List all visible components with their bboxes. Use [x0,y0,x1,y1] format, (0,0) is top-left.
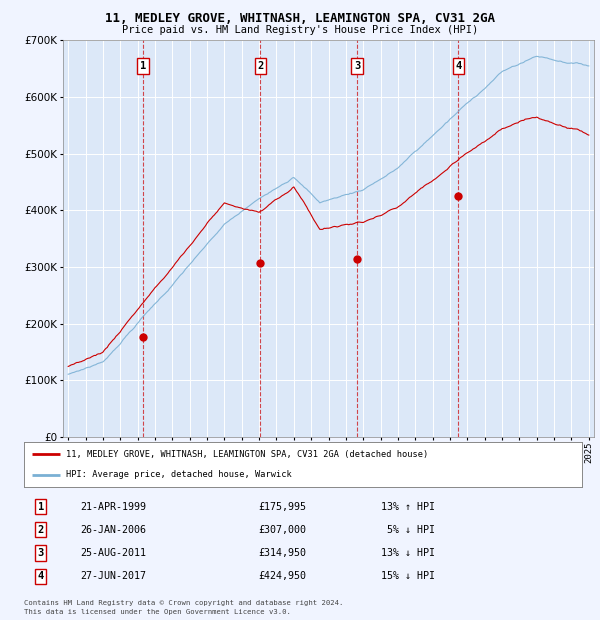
Text: HPI: Average price, detached house, Warwick: HPI: Average price, detached house, Warw… [66,470,292,479]
Text: 2: 2 [38,525,44,535]
Text: 3: 3 [354,61,360,71]
Text: 5% ↓ HPI: 5% ↓ HPI [381,525,435,535]
Text: 11, MEDLEY GROVE, WHITNASH, LEAMINGTON SPA, CV31 2GA (detached house): 11, MEDLEY GROVE, WHITNASH, LEAMINGTON S… [66,450,428,459]
Text: £307,000: £307,000 [259,525,307,535]
Text: 21-APR-1999: 21-APR-1999 [80,502,146,512]
Text: 1: 1 [140,61,146,71]
Text: £175,995: £175,995 [259,502,307,512]
Text: 15% ↓ HPI: 15% ↓ HPI [381,571,435,581]
Text: £314,950: £314,950 [259,548,307,558]
Text: Price paid vs. HM Land Registry's House Price Index (HPI): Price paid vs. HM Land Registry's House … [122,25,478,35]
Text: £424,950: £424,950 [259,571,307,581]
Text: 13% ↑ HPI: 13% ↑ HPI [381,502,435,512]
Text: 4: 4 [38,571,44,581]
Text: 1: 1 [38,502,44,512]
Text: 3: 3 [38,548,44,558]
Text: 25-AUG-2011: 25-AUG-2011 [80,548,146,558]
Text: 27-JUN-2017: 27-JUN-2017 [80,571,146,581]
Text: 4: 4 [455,61,461,71]
Text: 2: 2 [257,61,263,71]
Text: This data is licensed under the Open Government Licence v3.0.: This data is licensed under the Open Gov… [24,609,291,615]
Text: 26-JAN-2006: 26-JAN-2006 [80,525,146,535]
Text: 11, MEDLEY GROVE, WHITNASH, LEAMINGTON SPA, CV31 2GA: 11, MEDLEY GROVE, WHITNASH, LEAMINGTON S… [105,12,495,25]
Text: 13% ↓ HPI: 13% ↓ HPI [381,548,435,558]
Text: Contains HM Land Registry data © Crown copyright and database right 2024.: Contains HM Land Registry data © Crown c… [24,600,343,606]
